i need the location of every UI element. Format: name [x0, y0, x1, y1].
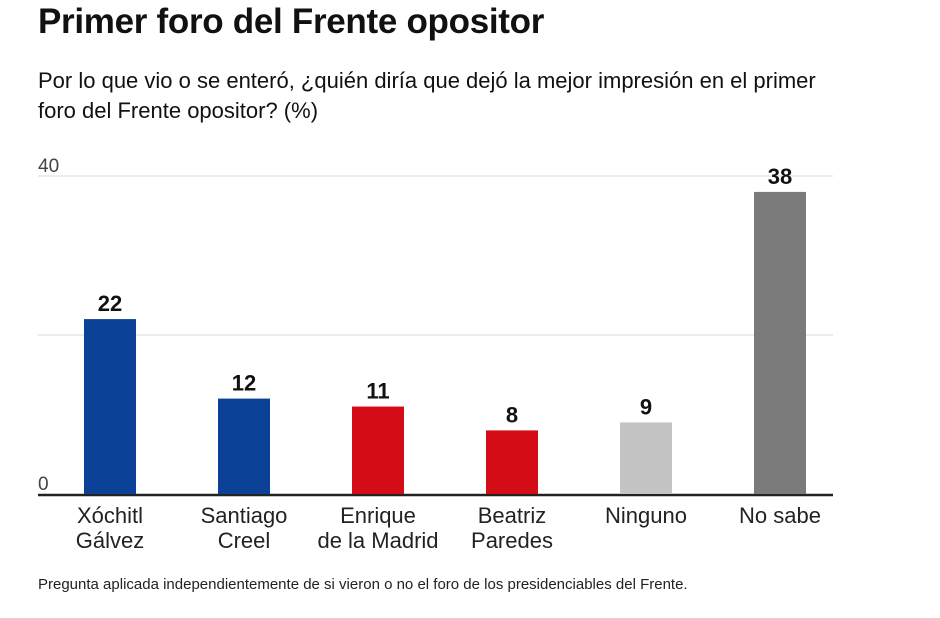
bar-value-label: 8 — [506, 402, 518, 427]
bar — [352, 406, 404, 494]
bar-value-label: 38 — [768, 164, 792, 189]
bars — [84, 191, 806, 494]
gridlines: 0 40 — [38, 156, 833, 497]
category-label: Santiago — [201, 503, 288, 528]
bar-value-label: 9 — [640, 394, 652, 419]
category-label: Creel — [218, 528, 271, 553]
category-label: de la Madrid — [317, 528, 438, 553]
bar — [486, 430, 538, 494]
bar — [218, 398, 270, 494]
y-tick-label: 40 — [38, 156, 59, 177]
footnote: Pregunta aplicada independientemente de … — [38, 576, 688, 593]
bar — [754, 191, 806, 494]
category-label: Paredes — [471, 528, 553, 553]
bar-value-label: 22 — [98, 291, 122, 316]
category-label: No sabe — [739, 503, 821, 528]
bar-value-label: 12 — [232, 371, 256, 396]
bar — [84, 319, 136, 494]
chart-question: Por lo que vio o se enteró, ¿quién diría… — [38, 68, 816, 123]
category-label: Ninguno — [605, 503, 687, 528]
bar-value-label: 11 — [366, 379, 389, 404]
value-labels: 22 12 11 8 9 38 — [98, 164, 792, 428]
bar — [620, 422, 672, 494]
category-label: Gálvez — [76, 528, 144, 553]
category-label: Enrique — [340, 503, 416, 528]
category-label: Beatriz — [478, 503, 546, 528]
page-title: Primer foro del Frente opositor — [38, 2, 545, 41]
category-label: Xóchitl — [77, 503, 143, 528]
y-tick-label: 0 — [38, 474, 49, 495]
